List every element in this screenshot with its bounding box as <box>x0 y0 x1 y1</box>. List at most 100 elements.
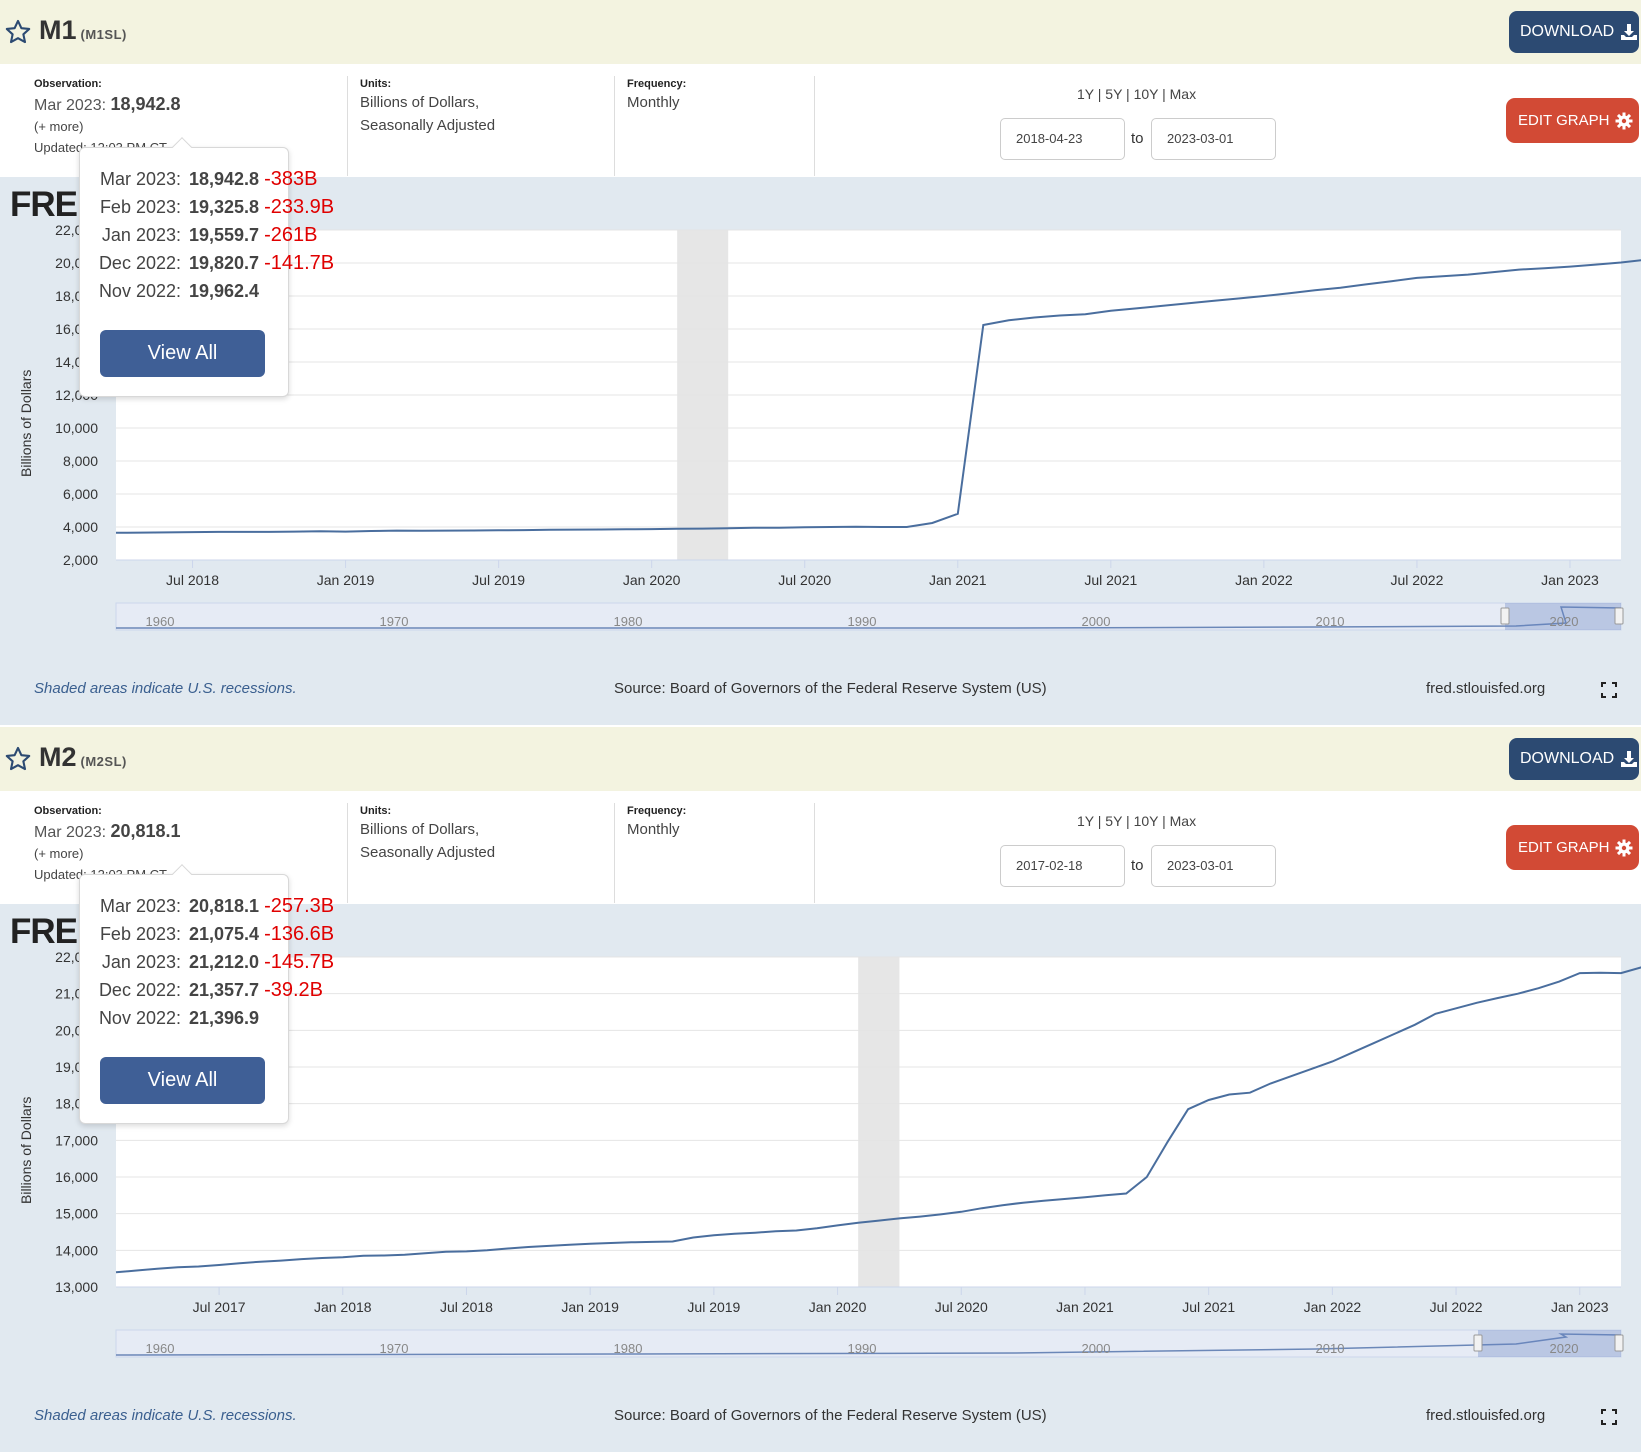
x-tick-label: Jul 2019 <box>472 572 525 588</box>
tooltip-value: 19,325.8 <box>189 197 260 217</box>
site-link[interactable]: fred.stlouisfed.org <box>1426 680 1546 697</box>
tooltip-date: Jan 2023: <box>101 952 181 972</box>
y-tick-label: 14,000 <box>55 1242 98 1258</box>
y-tick-label: 13,000 <box>55 1279 98 1295</box>
navigator-label: 1980 <box>614 1341 643 1356</box>
tooltip-date: Mar 2023: <box>99 169 181 189</box>
star-icon[interactable] <box>4 745 32 773</box>
divider <box>347 803 348 903</box>
tooltip-change: -141.7B <box>264 252 335 274</box>
navigator-label: 2000 <box>1082 614 1111 629</box>
tooltip-date: Mar 2023: <box>99 896 181 916</box>
series-header: M2 (M2SL) DOWNLOAD <box>0 727 1641 791</box>
source-text: Source: Board of Governors of the Federa… <box>614 680 1047 697</box>
end-date-input[interactable]: 2023-03-01 <box>1151 118 1276 160</box>
navigator-handle[interactable] <box>1614 1334 1624 1352</box>
observation-date: Mar 2023: <box>34 824 107 841</box>
y-tick-label: 6,000 <box>63 486 98 502</box>
series-header: M1 (M1SL) DOWNLOAD <box>0 0 1641 64</box>
x-tick-label: Jul 2020 <box>935 1299 988 1315</box>
start-date-input[interactable]: 2017-02-18 <box>1000 845 1125 887</box>
series-code: (M1SL) <box>80 27 127 42</box>
download-label: DOWNLOAD <box>1520 750 1615 767</box>
observation-label: Observation: <box>34 805 102 817</box>
navigator-label: 1980 <box>614 614 643 629</box>
tooltip-row: Feb 2023: 19,325.8 -233.9B <box>80 196 440 219</box>
navigator-series <box>115 1333 1622 1356</box>
navigator-label: 2010 <box>1316 614 1345 629</box>
gear-icon <box>1615 112 1633 129</box>
navigator-series <box>116 606 1622 629</box>
frequency-label: Frequency: <box>627 78 687 90</box>
tooltip-change: -145.7B <box>264 951 335 973</box>
x-tick-label: Jul 2019 <box>687 1299 740 1315</box>
observation-tooltip: Mar 2023: 20,818.1 -257.3B Feb 2023: 21,075… <box>79 864 334 1124</box>
tooltip-change: -383B <box>264 168 318 190</box>
navigator-handle[interactable] <box>1500 607 1510 625</box>
navigator-selection[interactable] <box>1505 603 1621 630</box>
frequency-value: Monthly <box>627 821 680 838</box>
tooltip-date: Feb 2023: <box>99 197 181 217</box>
star-icon[interactable] <box>4 18 32 46</box>
tooltip-date: Jan 2023: <box>101 225 181 245</box>
navigator-label: 2000 <box>1082 1341 1111 1356</box>
y-tick-label: 8,000 <box>63 453 98 469</box>
x-tick-label: Jul 2017 <box>193 1299 246 1315</box>
edit-graph-button[interactable]: EDIT GRAPH <box>1506 98 1639 143</box>
fullscreen-icon[interactable] <box>1601 1409 1617 1425</box>
x-tick-label: Jan 2020 <box>623 572 681 588</box>
x-tick-label: Jul 2022 <box>1430 1299 1483 1315</box>
download-button[interactable]: DOWNLOAD <box>1509 11 1639 53</box>
chart-svg[interactable]: 13,00014,00015,00016,00017,00018,00019,0… <box>0 904 1641 1394</box>
tooltip-row: Mar 2023: 20,818.1 -257.3B <box>80 895 440 918</box>
start-date-input[interactable]: 2018-04-23 <box>1000 118 1125 160</box>
series-title: M2 (M2SL) <box>39 742 127 773</box>
more-link[interactable]: (+ more) <box>34 119 84 134</box>
navigator-label: 1960 <box>146 614 175 629</box>
range-links[interactable]: 1Y | 5Y | 10Y | Max <box>1077 86 1197 102</box>
y-tick-label: 15,000 <box>55 1206 98 1222</box>
tooltip-row: Mar 2023: 18,942.8 -383B <box>80 168 440 191</box>
navigator-handle[interactable] <box>1473 1334 1483 1352</box>
download-button[interactable]: DOWNLOAD <box>1509 738 1639 780</box>
x-tick-label: Jan 2023 <box>1551 1299 1609 1315</box>
recession-note: Shaded areas indicate U.S. recessions. <box>34 1407 297 1424</box>
view-all-button[interactable]: View All <box>100 330 265 377</box>
navigator-label: 2020 <box>1550 614 1579 629</box>
fullscreen-icon[interactable] <box>1601 682 1617 698</box>
chart-svg[interactable]: 2,0004,0006,0008,00010,00012,00014,00016… <box>0 177 1641 667</box>
divider <box>814 76 815 176</box>
x-tick-label: Jan 2021 <box>1056 1299 1114 1315</box>
tooltip-value: 20,818.1 <box>189 896 260 916</box>
tooltip-row: Jan 2023: 21,212.0 -145.7B <box>80 951 440 974</box>
navigator-label: 1970 <box>380 1341 409 1356</box>
download-label: DOWNLOAD <box>1520 23 1615 40</box>
y-tick-label: 16,000 <box>55 1169 98 1185</box>
tooltip-value: 19,962.4 <box>189 281 260 301</box>
tooltip-value: 19,820.7 <box>189 253 260 273</box>
navigator-label: 1970 <box>380 614 409 629</box>
download-icon <box>1621 24 1638 40</box>
more-link[interactable]: (+ more) <box>34 846 84 861</box>
units-label: Units: <box>360 78 392 90</box>
navigator-label: 1990 <box>848 614 877 629</box>
view-all-button[interactable]: View All <box>100 1057 265 1104</box>
navigator-label: 2020 <box>1550 1341 1579 1356</box>
tooltip-row: Jan 2023: 19,559.7 -261B <box>80 224 440 247</box>
tooltip-value: 21,396.9 <box>189 1008 260 1028</box>
tooltip-date: Dec 2022: <box>98 253 181 273</box>
x-tick-label: Jan 2021 <box>929 572 987 588</box>
frequency-label: Frequency: <box>627 805 687 817</box>
navigator-handle[interactable] <box>1614 607 1624 625</box>
observation-date: Mar 2023: <box>34 97 107 114</box>
range-links[interactable]: 1Y | 5Y | 10Y | Max <box>1077 813 1197 829</box>
y-tick-label: 2,000 <box>63 552 98 568</box>
x-tick-label: Jul 2021 <box>1084 572 1137 588</box>
edit-graph-button[interactable]: EDIT GRAPH <box>1506 825 1639 870</box>
navigator-selection[interactable] <box>1478 1330 1621 1357</box>
tooltip-change: -257.3B <box>264 895 335 917</box>
site-link[interactable]: fred.stlouisfed.org <box>1426 1407 1546 1424</box>
observation-tooltip: Mar 2023: 18,942.8 -383B Feb 2023: 19,325.8… <box>79 137 334 397</box>
end-date-input[interactable]: 2023-03-01 <box>1151 845 1276 887</box>
x-tick-label: Jan 2022 <box>1235 572 1293 588</box>
